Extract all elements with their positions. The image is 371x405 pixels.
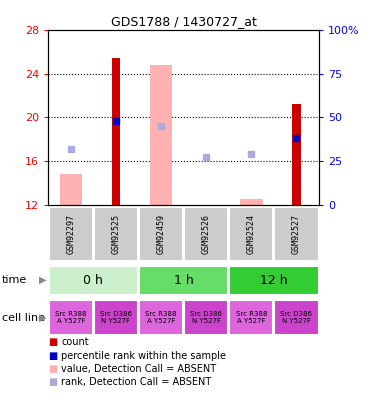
Text: Src R388
A Y527F: Src R388 A Y527F bbox=[55, 311, 86, 324]
Bar bbox=[49, 301, 93, 335]
Bar bbox=[275, 301, 319, 335]
Bar bbox=[229, 266, 319, 295]
Text: 1 h: 1 h bbox=[174, 274, 194, 287]
Text: Src R388
A Y527F: Src R388 A Y527F bbox=[236, 311, 267, 324]
Bar bbox=[59, 174, 82, 205]
Bar bbox=[229, 301, 273, 335]
Text: GSM92526: GSM92526 bbox=[202, 214, 211, 254]
Text: ■: ■ bbox=[48, 364, 58, 374]
Text: ▶: ▶ bbox=[39, 313, 46, 323]
Text: GSM92459: GSM92459 bbox=[157, 214, 165, 254]
Bar bbox=[139, 301, 183, 335]
Bar bbox=[184, 301, 228, 335]
Text: ▶: ▶ bbox=[39, 275, 46, 285]
Text: GSM92524: GSM92524 bbox=[247, 214, 256, 254]
Text: GSM92297: GSM92297 bbox=[66, 214, 75, 254]
Bar bbox=[184, 207, 228, 261]
Bar bbox=[275, 207, 319, 261]
Text: ■: ■ bbox=[48, 337, 58, 347]
Text: count: count bbox=[61, 337, 89, 347]
Bar bbox=[94, 207, 138, 261]
Text: Src R388
A Y527F: Src R388 A Y527F bbox=[145, 311, 177, 324]
Text: GSM92525: GSM92525 bbox=[111, 214, 121, 254]
Text: percentile rank within the sample: percentile rank within the sample bbox=[61, 351, 226, 360]
Bar bbox=[139, 266, 228, 295]
Bar bbox=[202, 205, 210, 207]
Text: 12 h: 12 h bbox=[260, 274, 288, 287]
Text: rank, Detection Call = ABSENT: rank, Detection Call = ABSENT bbox=[61, 377, 211, 387]
Text: cell line: cell line bbox=[2, 313, 45, 323]
Text: Src D386
N Y527F: Src D386 N Y527F bbox=[280, 311, 312, 324]
Bar bbox=[150, 65, 173, 205]
Text: Src D386
N Y527F: Src D386 N Y527F bbox=[190, 311, 222, 324]
Bar bbox=[112, 58, 120, 205]
Text: time: time bbox=[2, 275, 27, 285]
Text: 0 h: 0 h bbox=[83, 274, 103, 287]
Bar bbox=[94, 301, 138, 335]
Bar bbox=[240, 199, 263, 205]
Bar bbox=[292, 104, 301, 205]
Bar bbox=[49, 266, 138, 295]
Bar bbox=[139, 207, 183, 261]
Text: GSM92527: GSM92527 bbox=[292, 214, 301, 254]
Title: GDS1788 / 1430727_at: GDS1788 / 1430727_at bbox=[111, 15, 257, 28]
Text: value, Detection Call = ABSENT: value, Detection Call = ABSENT bbox=[61, 364, 216, 374]
Text: ■: ■ bbox=[48, 377, 58, 387]
Text: ■: ■ bbox=[48, 351, 58, 360]
Text: Src D386
N Y527F: Src D386 N Y527F bbox=[100, 311, 132, 324]
Bar bbox=[229, 207, 273, 261]
Bar bbox=[49, 207, 93, 261]
